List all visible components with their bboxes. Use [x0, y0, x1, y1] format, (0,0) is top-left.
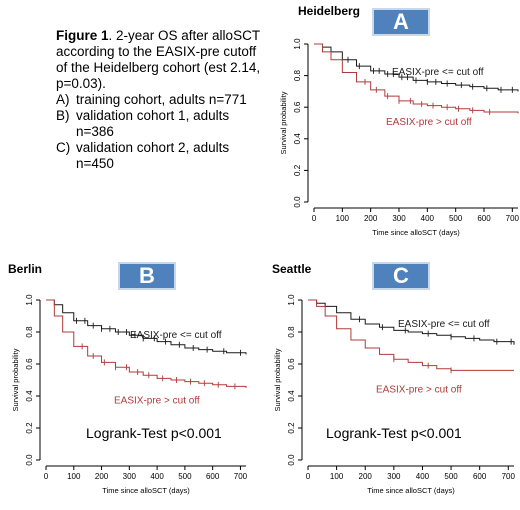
figure-caption: Figure 1. 2-year OS after alloSCT accord…: [56, 28, 266, 172]
caption-item-text: validation cohort 2, adults n=450: [76, 140, 230, 171]
x-tick-label: 0: [306, 472, 311, 481]
x-tick-label: 500: [178, 472, 192, 481]
x-tick-label: 700: [502, 472, 516, 481]
survival-curve-low: [314, 43, 519, 92]
curve-label-high: EASIX-pre > cut off: [376, 384, 462, 395]
curve-label-low: EASIX-pre <= cut off: [398, 319, 490, 330]
y-tick-label: 0.4: [25, 390, 34, 402]
panel-badge-c: C: [372, 262, 430, 290]
y-tick-label: 0.4: [287, 390, 296, 402]
caption-item-text: validation cohort 1, adults n=386: [76, 108, 230, 139]
caption-item-text: training cohort, adults n=771: [76, 92, 247, 107]
caption-item: C) validation cohort 2, adults n=450: [56, 140, 266, 172]
y-tick-label: 1.0: [25, 294, 34, 306]
logrank-annotation: Logrank-Test p<0.001: [326, 425, 462, 441]
y-tick-label: 0.2: [293, 164, 302, 176]
x-tick-label: 200: [95, 472, 109, 481]
figure-label: Figure 1: [56, 28, 109, 43]
x-tick-label: 0: [312, 214, 317, 223]
x-tick-label: 200: [359, 472, 373, 481]
y-tick-label: 0.0: [25, 454, 34, 466]
y-tick-label: 0.8: [293, 69, 302, 81]
x-tick-label: 600: [477, 214, 491, 223]
x-tick-label: 0: [44, 472, 49, 481]
panel-title-berlin: Berlin: [8, 262, 43, 276]
caption-item-marker: C): [56, 140, 71, 155]
x-tick-label: 700: [506, 214, 520, 223]
y-tick-label: 0.6: [25, 358, 34, 370]
chart-seattle: 0.0 0.2 0.4 0.6 0.8 1.0 0 100 200 300 400 500 600 700…: [273, 294, 516, 495]
caption-item: B) validation cohort 1, adults n=386: [56, 108, 266, 140]
x-tick-label: 300: [387, 472, 401, 481]
x-tick-label: 200: [364, 214, 378, 223]
curve-label-low: EASIX-pre <= cut off: [130, 330, 222, 341]
panel-title-seattle: Seattle: [272, 262, 312, 276]
x-tick-label: 100: [67, 472, 81, 481]
y-axis-label: Survival probability: [273, 348, 282, 411]
x-tick-label: 600: [473, 472, 487, 481]
y-tick-label: 0.0: [293, 196, 302, 208]
x-tick-label: 600: [206, 472, 220, 481]
x-axis-label: Time since alloSCT (days): [367, 486, 455, 495]
x-tick-label: 400: [416, 472, 430, 481]
x-tick-label: 700: [234, 472, 248, 481]
y-tick-label: 0.6: [293, 101, 302, 113]
y-tick-label: 0.2: [287, 422, 296, 434]
y-tick-label: 0.6: [287, 358, 296, 370]
panel-badge-a: A: [372, 8, 430, 36]
curve-label-high: EASIX-pre > cut off: [386, 117, 472, 128]
x-tick-label: 300: [123, 472, 137, 481]
y-tick-label: 0.0: [287, 454, 296, 466]
x-tick-label: 500: [444, 472, 458, 481]
y-tick-label: 1.0: [293, 38, 302, 50]
curve-label-high: EASIX-pre > cut off: [114, 396, 200, 407]
y-axis-label: Survival probability: [279, 91, 288, 154]
x-axis-label: Time since alloSCT (days): [372, 228, 460, 237]
logrank-annotation: Logrank-Test p<0.001: [86, 425, 222, 441]
panel-badge-b: B: [118, 262, 176, 290]
survival-curve-high: [308, 299, 514, 371]
caption-intro: Figure 1. 2-year OS after alloSCT accord…: [56, 28, 266, 92]
panel-title-heidelberg: Heidelberg: [298, 4, 361, 18]
caption-list: A) training cohort, adults n=771 B) valida…: [56, 92, 266, 172]
survival-curve-low: [308, 299, 515, 345]
caption-item-marker: B): [56, 108, 70, 123]
y-tick-label: 1.0: [287, 294, 296, 306]
y-tick-label: 0.4: [293, 133, 302, 145]
chart-berlin: 0.0 0.2 0.4 0.6 0.8 1.0 0 100 200 300 400 500 600 700…: [11, 294, 248, 495]
x-tick-label: 300: [392, 214, 406, 223]
curve-label-low: EASIX-pre <= cut off: [392, 67, 484, 78]
x-tick-label: 400: [150, 472, 164, 481]
caption-text: . 2-year OS after alloSCT according to t…: [56, 28, 261, 91]
y-tick-label: 0.8: [25, 326, 34, 338]
survival-curve-high: [46, 299, 247, 388]
x-tick-label: 500: [449, 214, 463, 223]
y-axis-label: Survival probability: [11, 348, 20, 411]
x-tick-label: 100: [330, 472, 344, 481]
caption-item: A) training cohort, adults n=771: [56, 92, 266, 108]
y-tick-label: 0.2: [25, 422, 34, 434]
survival-curve-low: [46, 299, 247, 355]
x-tick-label: 100: [336, 214, 350, 223]
y-tick-label: 0.8: [287, 326, 296, 338]
x-axis-label: Time since alloSCT (days): [102, 486, 190, 495]
caption-item-marker: A): [56, 92, 70, 107]
survival-curve-high: [314, 43, 519, 114]
x-tick-label: 400: [421, 214, 435, 223]
chart-heidelberg: 0.0 0.2 0.4 0.6 0.8 1.0 0 100 200 300 400 500 600 700…: [279, 38, 520, 237]
